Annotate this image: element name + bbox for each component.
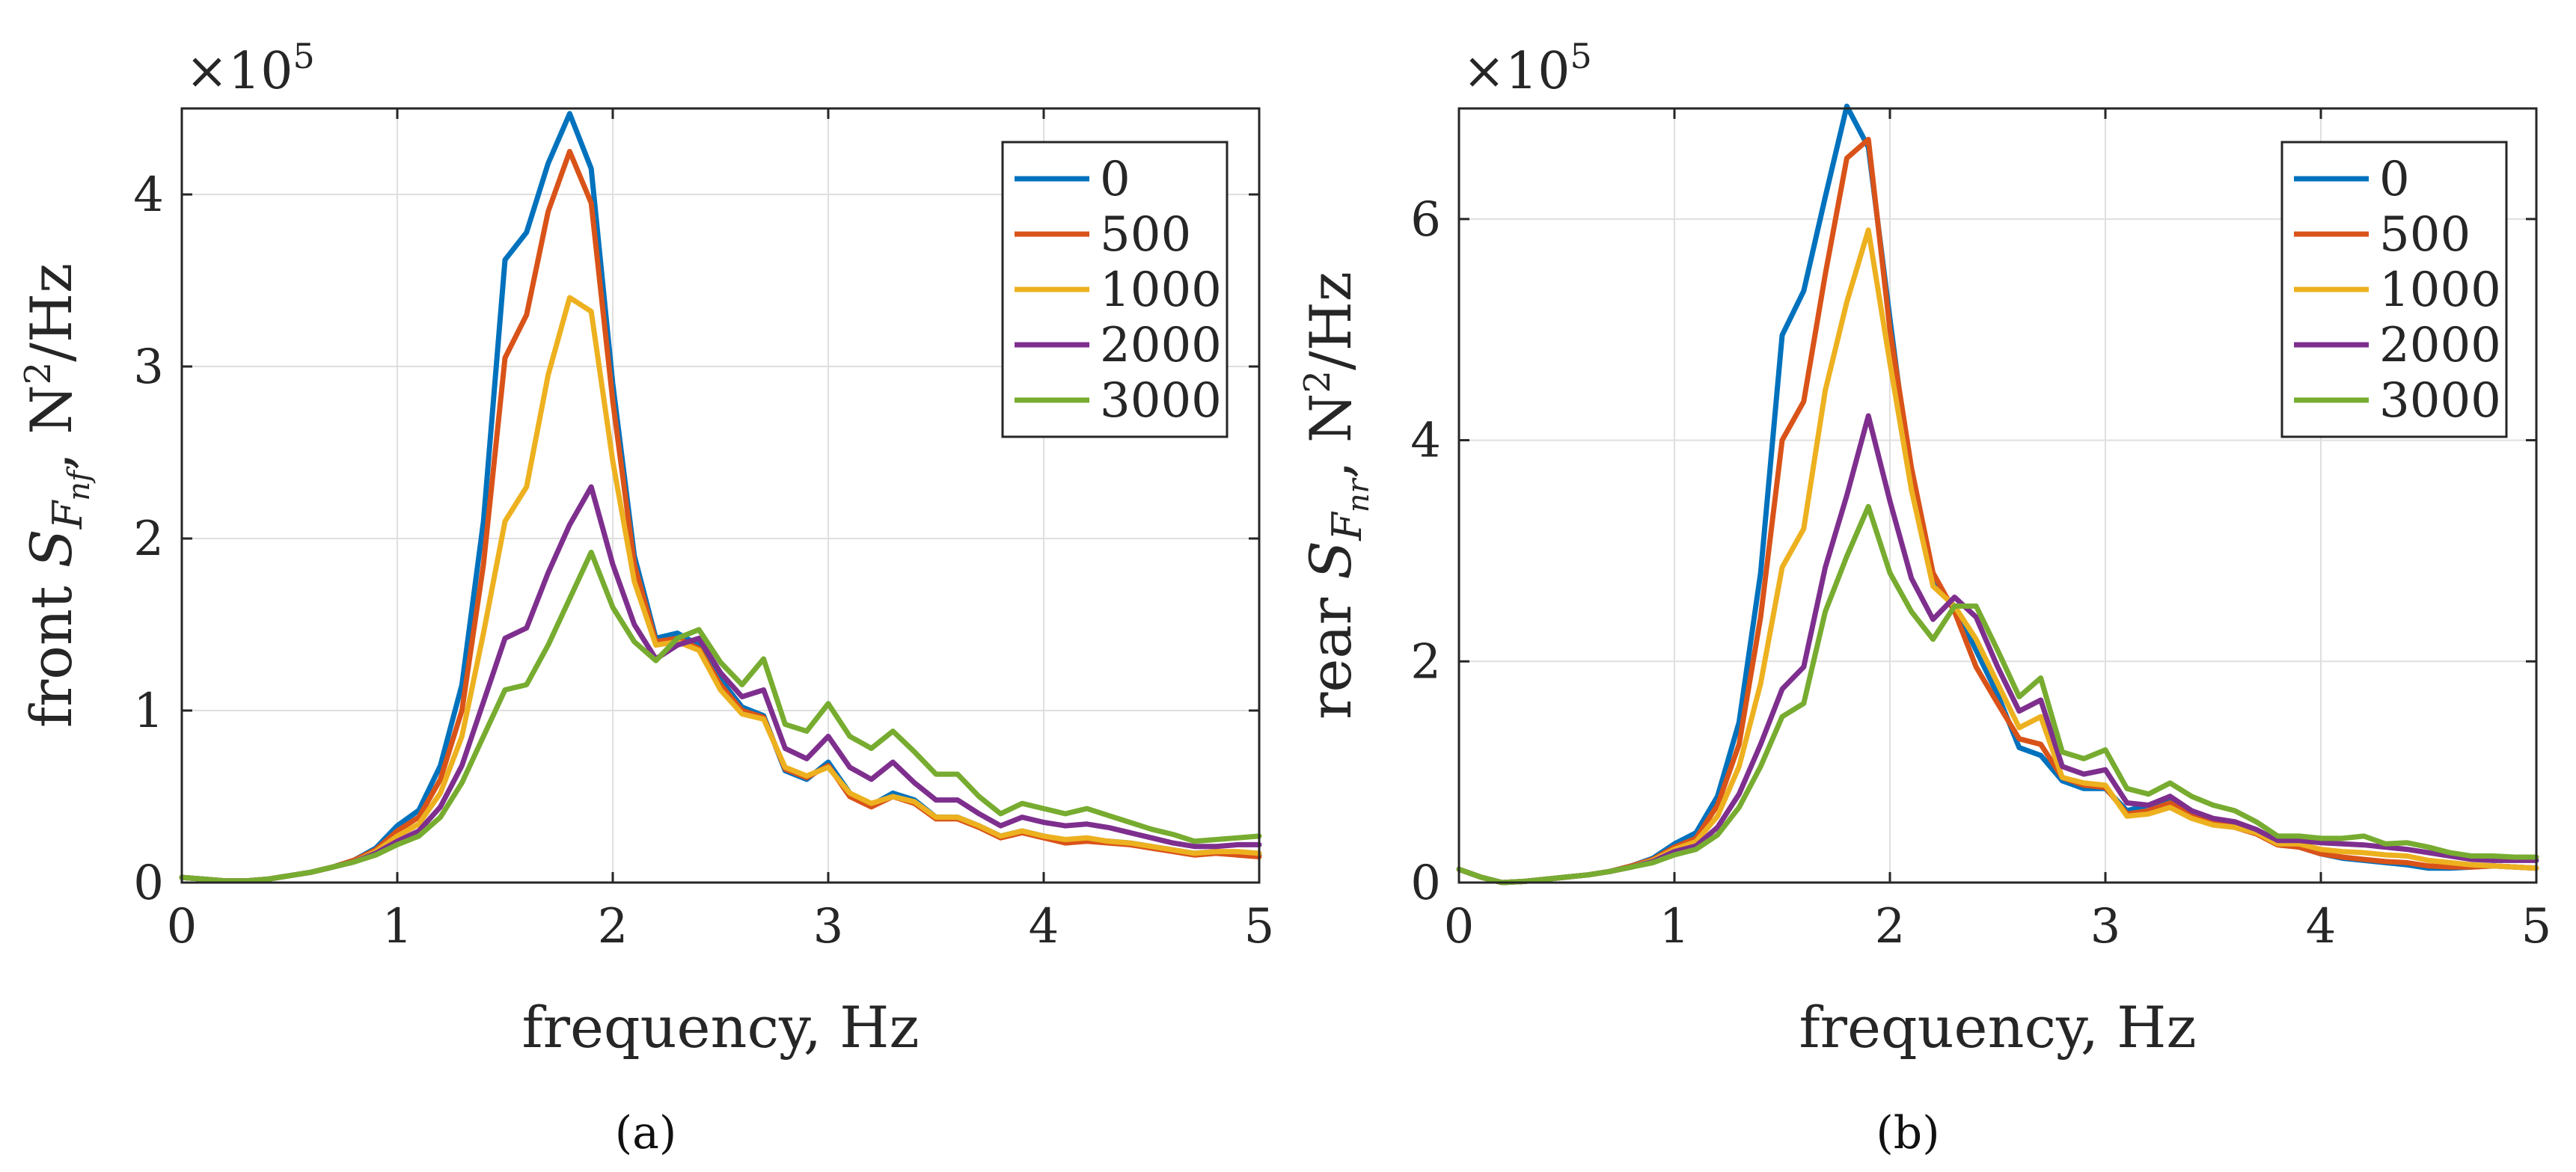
y-tick-label-a-4: 4 [133,168,164,223]
caption-b: (b) [1876,1107,1939,1159]
y-label-unit-base-b: N [1297,393,1364,444]
legend-label-a-0: 0 [1100,152,1131,207]
y-tick-label-b-3: 6 [1410,192,1441,248]
series-line-b-3000 [1456,503,2539,886]
y-axis-label-a: front SFnf, N2/Hz [17,263,97,728]
y-tick-label-b-1: 2 [1410,634,1441,690]
exponent-power-b: 5 [1570,36,1592,76]
y-label-prefix-a: front [18,568,85,728]
exponent-base-a: ×10 [186,42,293,101]
axes-frame-a [180,107,1261,884]
y-label-sub-main-a: F [44,499,91,530]
y-label-sub-sub-b: nr [1341,477,1376,513]
series-a [179,111,1262,884]
y-tick-label-a-2: 2 [133,512,164,567]
x-tick-label-a-5: 5 [1244,899,1275,954]
y-exponent-b: ×105 [1463,36,1592,101]
x-tick-label-b-0: 0 [1444,899,1475,954]
x-tick-label-b-3: 3 [2090,899,2121,954]
axes-frame-b [1457,107,2538,884]
series-b [1456,103,2539,886]
x-axis-label-b: frequency, Hz [1799,994,2197,1061]
exponent-power-a: 5 [293,36,315,76]
ticks-b: 0 1 2 3 4 5 0 2 4 6 [1410,108,2551,954]
y-label-sub-main-b: F [1324,511,1371,541]
legend-label-a-2000: 2000 [1100,318,1222,373]
y-label-unit-exp-b: 2 [1297,370,1339,393]
x-tick-label-b-2: 2 [1875,899,1906,954]
y-label-unit-rest-a: /Hz [18,263,85,362]
y-label-symbol-b: S [1297,541,1364,580]
y-label-unit-exp-a: 2 [17,362,59,385]
y-label-sub-sub-a: nf [62,466,97,501]
legend-label-b-0: 0 [2379,152,2410,207]
y-label-unit-base-a: N [18,384,85,435]
legend-label-b-500: 500 [2379,207,2471,263]
y-tick-label-b-2: 4 [1410,414,1441,469]
y-tick-label-a-3: 3 [133,340,164,395]
y-exponent-a: ×105 [186,36,315,101]
legend-label-a-1000: 1000 [1100,263,1222,318]
x-tick-label-b-4: 4 [2306,899,2337,954]
y-axis-label-b: rear SFnr, N2/Hz [1297,271,1376,720]
x-tick-label-b-5: 5 [2521,899,2552,954]
y-tick-label-b-0: 0 [1410,856,1441,911]
ticks-a: 0 1 2 3 4 5 0 1 2 3 4 [133,108,1274,954]
y-label-unit-rest-b: /Hz [1297,271,1364,370]
y-label-sep-a: , [18,435,85,470]
y-tick-label-a-0: 0 [133,856,164,911]
x-tick-label-a-3: 3 [813,899,844,954]
x-tick-label-b-1: 1 [1659,899,1690,954]
legend-label-a-3000: 3000 [1100,373,1222,429]
legend-label-b-3000: 3000 [2379,373,2501,429]
series-line-a-3000 [179,549,1262,884]
x-tick-label-a-0: 0 [167,899,198,954]
y-label-prefix-b: rear [1297,580,1364,720]
x-tick-label-a-1: 1 [382,899,413,954]
x-tick-label-a-4: 4 [1029,899,1059,954]
exponent-base-b: ×10 [1463,42,1570,101]
legend-label-a-500: 500 [1100,207,1191,263]
caption-a: (a) [615,1107,677,1159]
legend-label-b-2000: 2000 [2379,318,2501,373]
y-label-sep-b: , [1297,443,1364,479]
x-tick-label-a-2: 2 [598,899,628,954]
y-label-symbol-a: S [18,529,85,568]
legend-label-b-1000: 1000 [2379,263,2501,318]
x-axis-label-a: frequency, Hz [522,994,920,1061]
y-tick-label-a-1: 1 [133,684,164,739]
